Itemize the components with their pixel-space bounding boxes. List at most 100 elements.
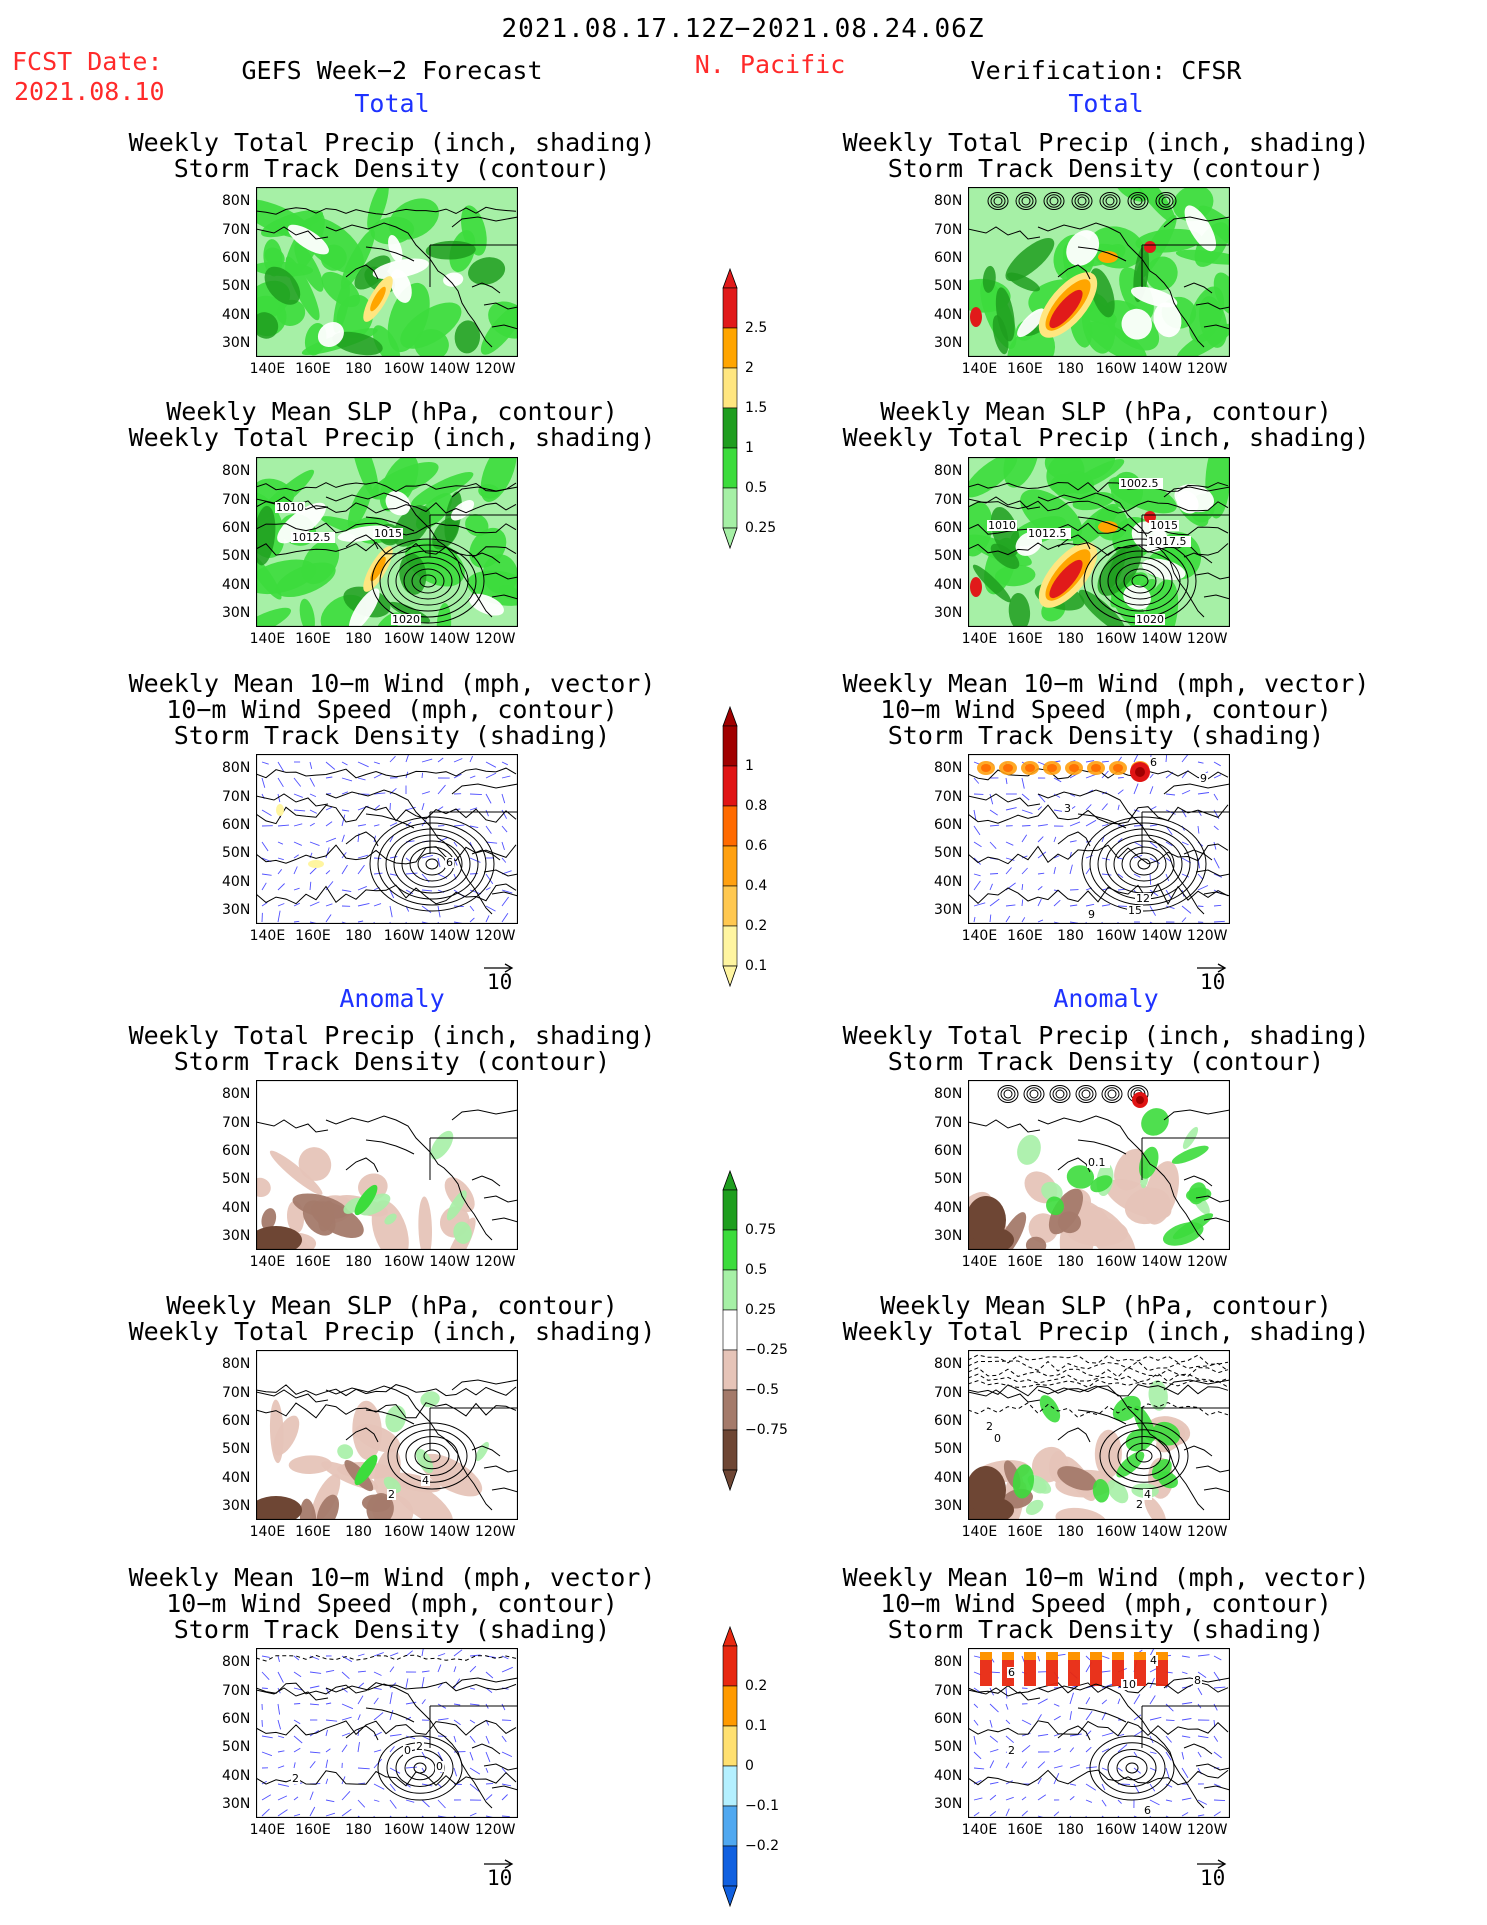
lon-tick-label: 140W [429, 1524, 470, 1540]
lon-tick-label: 140W [429, 361, 470, 377]
panel-title-6-left-line-1: Weekly Mean 10−m Wind (mph, vector) [128, 1563, 656, 1592]
lat-tick-label: 60N [934, 519, 963, 536]
lon-tick-label: 160E [1007, 928, 1043, 944]
lon-tick-label: 180 [1057, 1254, 1084, 1270]
colorbar-tick-label: 1 [745, 440, 754, 456]
colorbar-tick-label: 0.2 [745, 918, 768, 934]
contour-label: 0.1 [1088, 1156, 1106, 1169]
contour-label: 1010 [276, 501, 304, 514]
lon-tick-label: 160E [295, 1822, 331, 1838]
colorbar-track-total [722, 705, 812, 994]
lon-tick-label: 160W [383, 928, 425, 944]
lon-tick-label: 140E [249, 1524, 286, 1540]
colorbar-tick-label: 0.1 [745, 1718, 768, 1734]
colorbar-tick-label: 0.4 [745, 878, 768, 894]
lon-tick-label: 120W [1186, 928, 1228, 944]
lon-tick-label: 180 [1057, 1822, 1084, 1838]
lat-tick-label: 30N [934, 901, 963, 918]
colorbar-tick-label: −0.75 [745, 1422, 788, 1438]
lon-tick-label: 160W [1095, 361, 1137, 377]
lon-tick-label: 140W [1141, 1524, 1182, 1540]
panel-title-6-right-line-1: Weekly Mean 10−m Wind (mph, vector) [842, 1563, 1370, 1592]
contour-label: 2 [416, 1740, 423, 1753]
colorbar-tick-label: 0.5 [745, 480, 768, 496]
colorbar-tick-label: −0.2 [745, 1838, 779, 1854]
lat-tick-label: 30N [934, 1795, 963, 1812]
vector-reference-4: 10 [1196, 1852, 1228, 1890]
panel-title-1-right-line-1: Weekly Total Precip (inch, shading) [842, 128, 1370, 157]
lat-tick-label: 80N [934, 193, 963, 210]
lat-tick-label: 60N [222, 519, 251, 536]
lon-tick-label: 140E [249, 361, 286, 377]
lat-tick-label: 60N [934, 1142, 963, 1159]
lat-tick-label: 60N [222, 1710, 251, 1727]
panel-title-4-right-line-1: Weekly Total Precip (inch, shading) [842, 1021, 1370, 1050]
lon-tick-label: 120W [1186, 361, 1228, 377]
lon-tick-label: 160E [1007, 1524, 1043, 1540]
lat-tick-label: 40N [222, 1469, 251, 1486]
panel-title-6-right-line-2: 10−m Wind Speed (mph, contour) [880, 1589, 1332, 1618]
lon-tick-label: 140W [1141, 1822, 1182, 1838]
lat-tick-label: 30N [934, 334, 963, 351]
lat-tick-label: 60N [222, 816, 251, 833]
contour-label: 2 [1136, 1498, 1143, 1511]
contour-label: 1010 [988, 519, 1016, 532]
lat-tick-label: 80N [222, 1654, 251, 1671]
lon-tick-label: 120W [1186, 631, 1228, 647]
panel-title-1-left-line-1: Weekly Total Precip (inch, shading) [128, 128, 656, 157]
arrow-right-icon [484, 963, 514, 973]
lat-tick-label: 30N [934, 604, 963, 621]
lat-tick-label: 60N [222, 1142, 251, 1159]
lat-tick-label: 80N [934, 760, 963, 777]
colorbar-tick-label: 0.25 [745, 1302, 777, 1318]
lat-tick-label: 70N [934, 788, 963, 805]
lat-tick-label: 60N [934, 1710, 963, 1727]
contour-label: 1015 [1150, 519, 1178, 532]
panel-title-5-left-line-2: Weekly Total Precip (inch, shading) [128, 1317, 656, 1346]
panel-title-2-right-line-1: Weekly Mean SLP (hPa, contour) [880, 397, 1332, 426]
lon-tick-label: 160E [1007, 1254, 1043, 1270]
contour-label: 6 [1150, 756, 1157, 769]
contour-label: 6 [1008, 1666, 1015, 1679]
contour-label: 6 [446, 856, 453, 869]
lon-tick-label: 160W [1095, 631, 1137, 647]
panel-title-2-right-line-2: Weekly Total Precip (inch, shading) [842, 423, 1370, 452]
lat-tick-label: 60N [222, 1412, 251, 1429]
map-panel-3-forecast: 6 [256, 754, 518, 924]
region-title: N. Pacific [694, 50, 846, 79]
lat-tick-label: 70N [934, 1384, 963, 1401]
colorbar-tick-label: 1 [745, 758, 754, 774]
contour-label: 15 [1128, 904, 1142, 917]
lat-tick-label: 40N [934, 1199, 963, 1216]
panel-title-5-right-line-1: Weekly Mean SLP (hPa, contour) [880, 1291, 1332, 1320]
fcst-date-value: 2021.08.10 [14, 77, 165, 106]
lat-tick-label: 80N [934, 1654, 963, 1671]
section-total-left: Total [354, 89, 430, 118]
lon-tick-label: 140E [961, 361, 998, 377]
contour-label: 2 [1008, 1744, 1015, 1757]
lat-tick-label: 30N [934, 1497, 963, 1514]
map-panel-2-verification: 1002.5 1010 1012.5 1015 1017.5 1020 [968, 457, 1230, 627]
panel-title-1-right-line-2: Storm Track Density (contour) [887, 154, 1325, 183]
contour-label: 4 [1144, 1488, 1151, 1501]
lat-tick-label: 80N [222, 463, 251, 480]
lon-tick-label: 140E [249, 1254, 286, 1270]
lon-tick-label: 140W [1141, 1254, 1182, 1270]
colorbar-tick-label: 0 [745, 1758, 754, 1774]
vector-reference-3: 10 [483, 1852, 515, 1890]
lat-tick-label: 50N [222, 845, 251, 862]
lat-tick-label: 50N [934, 1171, 963, 1188]
lat-tick-label: 80N [934, 1086, 963, 1103]
panel-title-4-right-line-2: Storm Track Density (contour) [887, 1047, 1325, 1076]
panel-title-3-left-line-1: Weekly Mean 10−m Wind (mph, vector) [128, 669, 656, 698]
map-panel-1-verification [968, 187, 1230, 357]
contour-label: 1012.5 [292, 531, 331, 544]
lat-tick-label: 50N [934, 278, 963, 295]
colorbar-tick-label: 2.5 [745, 320, 768, 336]
contour-label: 2 [388, 1488, 395, 1501]
colorbar-tick-label: 0.6 [745, 838, 768, 854]
lat-tick-label: 30N [934, 1227, 963, 1244]
lat-tick-label: 70N [222, 1384, 251, 1401]
lat-tick-label: 80N [222, 760, 251, 777]
